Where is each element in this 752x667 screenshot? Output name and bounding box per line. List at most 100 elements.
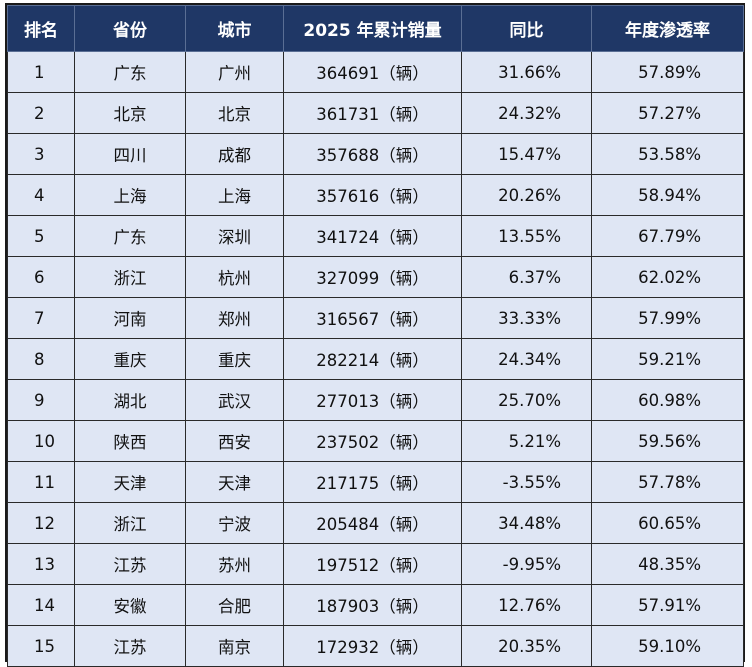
- penetration-cell: 57.78%: [591, 461, 744, 503]
- penetration-cell: 57.27%: [591, 92, 744, 134]
- sales-cell: 277013（辆）: [283, 379, 462, 421]
- rank-cell: 9: [7, 379, 75, 421]
- city-cell: 宁波: [185, 502, 284, 544]
- yoy-cell: 6.37%: [461, 256, 592, 298]
- rank-cell: 12: [7, 502, 75, 544]
- province-cell: 江苏: [74, 543, 186, 585]
- table-row: 15 江苏 南京 172932（辆） 20.35% 59.10%: [7, 625, 744, 667]
- yoy-cell: -9.95%: [461, 543, 592, 585]
- penetration-cell: 57.89%: [591, 51, 744, 93]
- city-cell: 重庆: [185, 338, 284, 380]
- table-row: 1 广东 广州 364691（辆） 31.66% 57.89%: [7, 51, 744, 93]
- table-header-row: 排名 省份 城市 2025 年累计销量 同比 年度渗透率: [7, 5, 744, 52]
- sales-cell: 197512（辆）: [283, 543, 462, 585]
- city-cell: 西安: [185, 420, 284, 462]
- sales-cell: 357616（辆）: [283, 174, 462, 216]
- city-cell: 天津: [185, 461, 284, 503]
- table-row: 7 河南 郑州 316567（辆） 33.33% 57.99%: [7, 297, 744, 339]
- yoy-cell: 15.47%: [461, 133, 592, 175]
- province-cell: 浙江: [74, 256, 186, 298]
- city-cell: 苏州: [185, 543, 284, 585]
- penetration-cell: 62.02%: [591, 256, 744, 298]
- city-cell: 合肥: [185, 584, 284, 626]
- yoy-cell: -3.55%: [461, 461, 592, 503]
- province-cell: 陕西: [74, 420, 186, 462]
- header-rank: 排名: [7, 5, 75, 52]
- table-row: 11 天津 天津 217175（辆） -3.55% 57.78%: [7, 461, 744, 503]
- sales-cell: 364691（辆）: [283, 51, 462, 93]
- penetration-cell: 60.65%: [591, 502, 744, 544]
- city-cell: 南京: [185, 625, 284, 667]
- city-cell: 上海: [185, 174, 284, 216]
- penetration-cell: 59.56%: [591, 420, 744, 462]
- rank-cell: 10: [7, 420, 75, 462]
- penetration-cell: 59.21%: [591, 338, 744, 380]
- yoy-cell: 20.35%: [461, 625, 592, 667]
- penetration-cell: 59.10%: [591, 625, 744, 667]
- province-cell: 重庆: [74, 338, 186, 380]
- province-cell: 天津: [74, 461, 186, 503]
- yoy-cell: 34.48%: [461, 502, 592, 544]
- table-row: 6 浙江 杭州 327099（辆） 6.37% 62.02%: [7, 256, 744, 298]
- rank-cell: 11: [7, 461, 75, 503]
- ranking-table-frame: 排名 省份 城市 2025 年累计销量 同比 年度渗透率 1 广东 广州 364691…: [5, 3, 745, 667]
- table-row: 8 重庆 重庆 282214（辆） 24.34% 59.21%: [7, 338, 744, 380]
- province-cell: 广东: [74, 51, 186, 93]
- rank-cell: 2: [7, 92, 75, 134]
- rank-cell: 7: [7, 297, 75, 339]
- sales-cell: 357688（辆）: [283, 133, 462, 175]
- rank-cell: 6: [7, 256, 75, 298]
- sales-cell: 282214（辆）: [283, 338, 462, 380]
- province-cell: 四川: [74, 133, 186, 175]
- yoy-cell: 24.34%: [461, 338, 592, 380]
- sales-cell: 327099（辆）: [283, 256, 462, 298]
- rank-cell: 1: [7, 51, 75, 93]
- province-cell: 上海: [74, 174, 186, 216]
- table-row: 10 陕西 西安 237502（辆） 5.21% 59.56%: [7, 420, 744, 462]
- province-cell: 安徽: [74, 584, 186, 626]
- city-cell: 郑州: [185, 297, 284, 339]
- city-cell: 武汉: [185, 379, 284, 421]
- yoy-cell: 12.76%: [461, 584, 592, 626]
- table-row: 5 广东 深圳 341724（辆） 13.55% 67.79%: [7, 215, 744, 257]
- rank-cell: 5: [7, 215, 75, 257]
- header-province: 省份: [74, 5, 186, 52]
- city-cell: 广州: [185, 51, 284, 93]
- table-row: 13 江苏 苏州 197512（辆） -9.95% 48.35%: [7, 543, 744, 585]
- yoy-cell: 20.26%: [461, 174, 592, 216]
- city-cell: 成都: [185, 133, 284, 175]
- sales-cell: 361731（辆）: [283, 92, 462, 134]
- table-row: 3 四川 成都 357688（辆） 15.47% 53.58%: [7, 133, 744, 175]
- penetration-cell: 60.98%: [591, 379, 744, 421]
- rank-cell: 15: [7, 625, 75, 667]
- rank-cell: 8: [7, 338, 75, 380]
- sales-cell: 217175（辆）: [283, 461, 462, 503]
- table-row: 4 上海 上海 357616（辆） 20.26% 58.94%: [7, 174, 744, 216]
- penetration-cell: 58.94%: [591, 174, 744, 216]
- province-cell: 江苏: [74, 625, 186, 667]
- yoy-cell: 24.32%: [461, 92, 592, 134]
- penetration-cell: 53.58%: [591, 133, 744, 175]
- header-sales: 2025 年累计销量: [283, 5, 462, 52]
- province-cell: 浙江: [74, 502, 186, 544]
- rank-cell: 14: [7, 584, 75, 626]
- penetration-cell: 57.91%: [591, 584, 744, 626]
- penetration-cell: 67.79%: [591, 215, 744, 257]
- province-cell: 北京: [74, 92, 186, 134]
- sales-cell: 341724（辆）: [283, 215, 462, 257]
- header-yoy: 同比: [461, 5, 592, 52]
- rank-cell: 13: [7, 543, 75, 585]
- rank-cell: 4: [7, 174, 75, 216]
- city-cell: 杭州: [185, 256, 284, 298]
- province-cell: 广东: [74, 215, 186, 257]
- sales-cell: 172932（辆）: [283, 625, 462, 667]
- penetration-cell: 57.99%: [591, 297, 744, 339]
- city-cell: 北京: [185, 92, 284, 134]
- sales-cell: 187903（辆）: [283, 584, 462, 626]
- province-cell: 湖北: [74, 379, 186, 421]
- ranking-table: 排名 省份 城市 2025 年累计销量 同比 年度渗透率 1 广东 广州 364691…: [7, 5, 744, 667]
- province-cell: 河南: [74, 297, 186, 339]
- table-row: 14 安徽 合肥 187903（辆） 12.76% 57.91%: [7, 584, 744, 626]
- yoy-cell: 5.21%: [461, 420, 592, 462]
- table-row: 12 浙江 宁波 205484（辆） 34.48% 60.65%: [7, 502, 744, 544]
